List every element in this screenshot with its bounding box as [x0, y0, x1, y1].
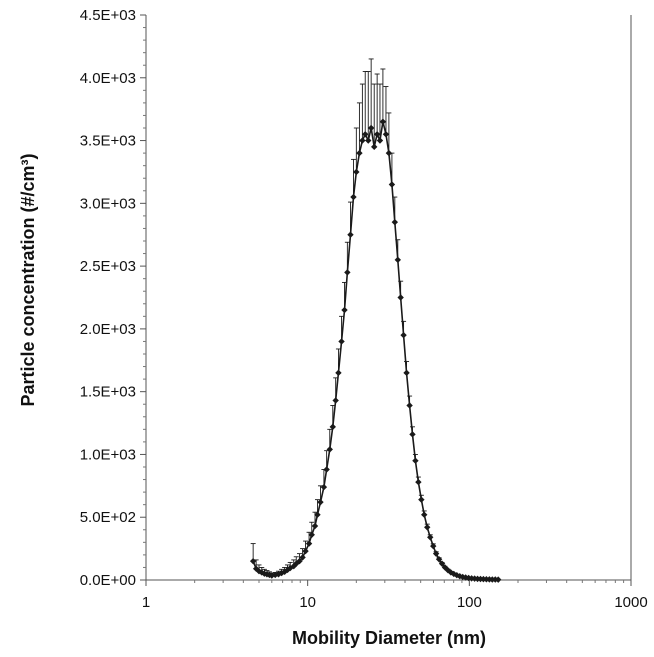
data-point [409, 431, 416, 438]
data-point [362, 131, 369, 138]
data-point [308, 531, 315, 538]
data-point [424, 524, 431, 531]
y-tick-label: 3.0E+03 [80, 195, 136, 212]
data-point [430, 542, 437, 550]
data-point [344, 269, 351, 276]
data-point [379, 118, 387, 125]
data-point [293, 560, 300, 567]
data-point [353, 168, 360, 176]
data-point [382, 131, 390, 138]
y-tick-label: 3.5E+03 [80, 133, 136, 150]
data-point [323, 466, 330, 473]
data-point [320, 483, 328, 491]
data-point [365, 137, 372, 144]
x-axis-title: Mobility Diameter (nm) [292, 628, 486, 648]
data-point [338, 338, 345, 345]
data-point [341, 306, 348, 314]
data-point [495, 576, 502, 583]
data-point [311, 522, 319, 530]
data-point [356, 149, 363, 157]
data-point [465, 574, 472, 582]
tick-labels: 0.0E+00 5.0E+02 1.0E+03 1.5E+03 2.0E+03 2.5E+… [80, 7, 648, 611]
y-tick-label: 4.0E+03 [80, 70, 136, 87]
data-point [302, 547, 309, 555]
data-markers [249, 118, 502, 583]
series-line-layer [252, 121, 499, 581]
series-line [252, 121, 499, 581]
axes [140, 14, 632, 586]
data-point [415, 478, 422, 486]
data-point [438, 560, 446, 567]
data-point [371, 143, 378, 151]
data-point [400, 331, 407, 339]
data-point [314, 511, 321, 518]
data-point [385, 149, 393, 157]
data-point [388, 181, 396, 188]
x-tick-label: 100 [457, 594, 482, 611]
y-tick-label: 0.0E+00 [80, 572, 136, 589]
data-point [391, 218, 399, 226]
data-point [397, 294, 404, 301]
x-tick-label: 10 [299, 594, 316, 611]
y-tick-label: 4.5E+03 [80, 7, 136, 24]
data-point [456, 573, 463, 580]
data-point [305, 540, 313, 547]
data-point [317, 498, 324, 506]
data-point [347, 231, 354, 238]
y-tick-label: 1.5E+03 [80, 384, 136, 401]
y-axis-title: Particle concentration (#/cm³) [18, 153, 38, 406]
data-point [359, 137, 366, 144]
data-point [412, 457, 419, 464]
data-point [394, 256, 401, 264]
y-tick-label: 2.5E+03 [80, 258, 136, 275]
data-point [335, 369, 342, 377]
data-point [326, 446, 333, 453]
data-point [296, 557, 303, 565]
data-point [329, 423, 336, 431]
data-point [421, 511, 428, 518]
x-tick-label: 1 [142, 594, 150, 611]
data-point [432, 550, 440, 557]
y-tick-label: 5.0E+02 [80, 509, 136, 526]
data-point [255, 568, 263, 575]
data-point [299, 554, 306, 561]
data-point [350, 193, 357, 201]
x-tick-label: 1000 [614, 594, 647, 611]
data-point [376, 137, 384, 144]
y-tick-label: 2.0E+03 [80, 321, 136, 338]
data-point [373, 131, 381, 138]
data-point [406, 402, 413, 409]
data-point [287, 564, 294, 572]
data-point [367, 124, 375, 132]
data-point [435, 556, 443, 563]
y-tick-label: 1.0E+03 [80, 446, 136, 463]
data-point [332, 397, 339, 404]
data-point [418, 496, 425, 503]
data-point [249, 557, 257, 565]
data-point [427, 534, 434, 541]
data-point [450, 570, 458, 578]
data-point [252, 565, 260, 572]
data-point [290, 562, 297, 570]
data-point [403, 369, 410, 377]
